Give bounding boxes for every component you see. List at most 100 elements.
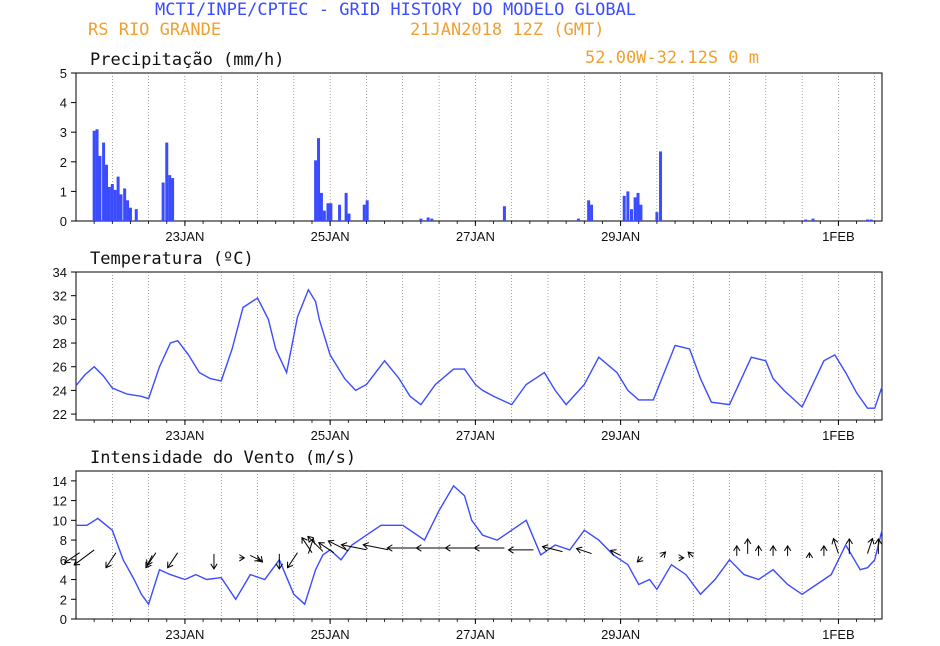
- precipitation-bar: [365, 200, 369, 221]
- x-tick-label: 1FEB: [822, 627, 855, 642]
- x-tick-label: 25JAN: [311, 229, 350, 244]
- wind-arrow-head: [744, 537, 752, 545]
- wind-panel: Intensidade do Vento (m/s): [75, 448, 883, 620]
- wind-arrow-shaft: [73, 549, 95, 566]
- precipitation-bar: [107, 186, 111, 221]
- temperature-line: [75, 288, 883, 409]
- wind-arrow-head: [831, 537, 839, 545]
- precipitation-bar: [102, 142, 106, 221]
- x-tick-label: 1FEB: [822, 229, 855, 244]
- precipitation-bar: [419, 218, 423, 221]
- coordinates-label: 52.00W-32.12S 0 m: [585, 48, 759, 68]
- wind-arrow-head: [239, 554, 246, 562]
- wind-arrow-head: [386, 544, 393, 552]
- wind-arrow-head: [444, 544, 451, 552]
- x-tick-label: 23JAN: [165, 229, 204, 244]
- precipitation-bar: [317, 138, 321, 221]
- precipitation-bar: [329, 203, 333, 221]
- wind-arrow-shaft: [328, 540, 349, 552]
- precipitation-bar: [104, 164, 108, 221]
- wind-arrow-shaft: [542, 546, 563, 553]
- wind-arrow-head: [301, 536, 308, 544]
- precipitation-bar: [161, 182, 165, 221]
- wind-arrow: [805, 551, 814, 559]
- wind-arrow-head: [145, 561, 152, 569]
- y-tick-label: 6: [60, 553, 67, 568]
- wind-arrow-head: [507, 546, 514, 554]
- wind-arrow: [286, 552, 298, 569]
- precipitation-bar: [629, 209, 633, 221]
- precipitation-bar: [865, 219, 869, 221]
- wind-arrow: [507, 546, 534, 554]
- temperature-panel: Temperatura (ºC): [75, 249, 883, 421]
- wind-arrow: [73, 549, 95, 566]
- precipitation-bar: [811, 218, 815, 221]
- precipitation-bar: [587, 200, 591, 221]
- wind-arrow: [444, 544, 476, 552]
- precipitation-bar: [326, 203, 330, 221]
- wind-arrow: [317, 542, 335, 554]
- precipitation-bar: [128, 207, 132, 221]
- y-tick-label: 28: [53, 336, 67, 351]
- wind-arrow-shaft: [167, 552, 179, 568]
- y-tick-label: 12: [53, 494, 67, 509]
- wind-arrow-head: [609, 549, 617, 556]
- x-tick-label: 25JAN: [311, 627, 350, 642]
- wind-arrow: [275, 553, 283, 570]
- wind-arrow-shaft: [687, 551, 694, 558]
- wind-arrow-shaft: [867, 538, 873, 554]
- wind-title: Intensidade do Vento (m/s): [90, 448, 356, 468]
- wind-arrow: [733, 544, 741, 556]
- precipitation-bar: [659, 151, 663, 221]
- precipitation-bar: [116, 176, 120, 221]
- wind-arrow: [63, 552, 80, 564]
- wind-arrow: [783, 544, 792, 556]
- precipitation-bar: [636, 192, 640, 221]
- wind-arrow-head: [687, 551, 695, 558]
- y-tick-label: 0: [60, 612, 67, 627]
- wind-arrow-head: [327, 539, 335, 547]
- precipitation-bar: [347, 213, 351, 221]
- precipitation-bar: [92, 130, 96, 221]
- wind-arrow-head: [575, 546, 583, 554]
- wind-arrow: [362, 542, 389, 551]
- wind-arrow: [845, 537, 853, 554]
- wind-arrow-head: [63, 556, 71, 564]
- wind-arrow: [744, 537, 752, 554]
- wind-arrow: [105, 552, 117, 569]
- wind-arrow-head: [340, 542, 348, 550]
- y-tick-label: 8: [60, 533, 67, 548]
- wind-arrow: [874, 537, 883, 554]
- x-tick-label: 23JAN: [165, 627, 204, 642]
- panel-2-marks: 0 2 4 6 8 10 12 14 23JAN 25JAN 27JAN 29JAN 1FEB: [53, 471, 883, 642]
- precipitation-bar: [165, 142, 169, 221]
- precipitation-bar: [430, 218, 434, 221]
- wind-arrow: [301, 536, 313, 553]
- precipitation-bar: [869, 219, 873, 221]
- precipitation-bar: [338, 204, 342, 221]
- y-tick-label: 26: [53, 360, 67, 375]
- wind-arrow-head: [210, 563, 218, 570]
- y-tick-label: 1: [60, 184, 67, 199]
- y-tick-label: 34: [53, 265, 67, 280]
- precipitation-title: Precipitação (mm/h): [90, 50, 284, 70]
- wind-arrow-shaft: [832, 538, 839, 554]
- x-tick-label: 25JAN: [311, 428, 350, 443]
- wind-arrow-head: [275, 563, 283, 570]
- wind-arrow-shaft: [64, 552, 80, 564]
- wind-arrow-head: [754, 544, 763, 552]
- wind-arrow-head: [769, 544, 777, 552]
- wind-arrow: [754, 544, 763, 556]
- wind-arrow-head: [874, 537, 883, 545]
- y-tick-label: 24: [53, 383, 67, 398]
- precipitation-bar: [322, 210, 326, 221]
- wind-arrow: [820, 544, 828, 556]
- wind-arrow-head: [805, 551, 814, 559]
- panel-1-marks: 22 24 26 28 30 32 34 23JAN 25JAN 27JAN 29JAN 1FEB: [53, 265, 883, 443]
- wind-arrow-head: [317, 542, 325, 549]
- chart-title: MCTI/INPE/CPTEC - GRID HISTORY DO MODELO…: [155, 0, 637, 20]
- wind-arrow-head: [845, 537, 853, 545]
- wind-arrow: [831, 537, 839, 554]
- temperature-title: Temperatura (ºC): [90, 249, 254, 269]
